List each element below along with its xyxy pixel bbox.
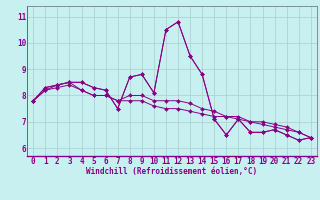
X-axis label: Windchill (Refroidissement éolien,°C): Windchill (Refroidissement éolien,°C) bbox=[86, 167, 258, 176]
